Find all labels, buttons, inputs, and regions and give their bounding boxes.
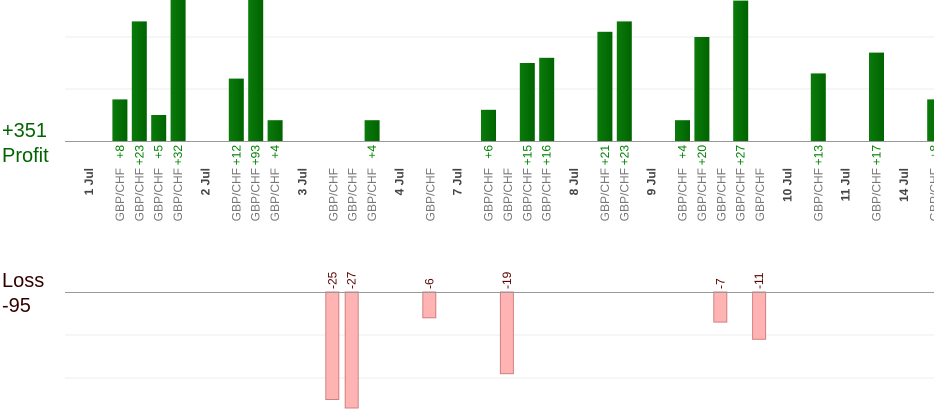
loss-bars — [325, 291, 767, 409]
profit-bar — [481, 109, 496, 141]
profit-value-label: +20 — [695, 145, 709, 166]
loss-value-label: -25 — [325, 271, 339, 289]
profit-value-label: +5 — [152, 145, 166, 159]
pair-label: GBP/CHF — [501, 168, 515, 221]
pair-label: GBP/CHF — [617, 168, 631, 221]
pair-label: GBP/CHF — [268, 168, 282, 221]
pair-label: GBP/CHF — [132, 168, 146, 221]
date-label: 9 Jul — [645, 168, 659, 195]
profit-value-label: +21 — [598, 145, 612, 166]
profit-bar — [170, 0, 186, 141]
pair-label: GBP/CHF — [676, 168, 690, 221]
loss-bar — [752, 291, 767, 340]
axes — [65, 141, 934, 293]
pair-label: GBP/CHF — [870, 168, 884, 221]
labels: 1 Jul GBP/CHF +8 GBP/CHF +23 GBP/CHF +5 GBP/CHF… — [82, 145, 934, 289]
profit-bar — [228, 78, 244, 141]
profit-bar — [539, 57, 555, 141]
date-label: 3 Jul — [295, 168, 309, 195]
pair-label: GBP/CHF — [229, 168, 243, 221]
pair-label: GBP/CHF — [346, 168, 360, 221]
gridlines — [65, 36, 934, 379]
pair-label: GBP/CHF — [928, 168, 934, 221]
profit-value-label: +8 — [928, 145, 934, 159]
profit-bar — [519, 63, 535, 141]
profit-value-label: +17 — [870, 145, 884, 166]
pair-label: GBP/CHF — [423, 168, 437, 221]
profit-value-label: +23 — [132, 145, 146, 166]
profit-bars — [112, 0, 934, 141]
profit-value-label: +93 — [249, 145, 263, 166]
profit-bar — [131, 21, 147, 141]
pair-label: GBP/CHF — [171, 168, 185, 221]
pair-label: GBP/CHF — [734, 168, 748, 221]
profit-value-label: +4 — [365, 145, 379, 159]
loss-bar — [422, 291, 437, 319]
loss-title: Loss — [2, 270, 45, 292]
date-label: 14 Jul — [897, 168, 911, 202]
profit-value-label: +4 — [676, 145, 690, 159]
pair-label: GBP/CHF — [695, 168, 709, 221]
date-label: 1 Jul — [82, 168, 96, 195]
date-label: 4 Jul — [392, 168, 406, 195]
pair-label: GBP/CHF — [326, 168, 340, 221]
profit-bar — [112, 99, 128, 141]
profit-value-label: +4 — [268, 145, 282, 159]
profit-bar — [248, 0, 264, 141]
profit-bar — [675, 120, 690, 141]
profit-bar — [927, 99, 934, 141]
pair-label: GBP/CHF — [249, 168, 263, 221]
profit-bar — [694, 37, 710, 141]
pair-label: GBP/CHF — [714, 168, 728, 221]
loss-value-label: -11 — [752, 272, 766, 289]
pair-label: GBP/CHF — [365, 168, 379, 221]
profit-value-label: +6 — [482, 145, 496, 159]
profit-value-label: +27 — [734, 145, 748, 166]
date-label: 2 Jul — [198, 168, 212, 195]
loss-total: -95 — [2, 295, 31, 317]
pair-label: GBP/CHF — [811, 168, 825, 221]
pair-label: GBP/CHF — [482, 168, 496, 221]
date-label: 10 Jul — [780, 168, 794, 202]
profit-value-label: +15 — [520, 145, 534, 166]
loss-bar — [344, 291, 359, 409]
profit-value-label: +16 — [540, 145, 554, 166]
loss-value-label: -27 — [345, 271, 359, 289]
profit-bar — [597, 31, 613, 141]
profit-bar — [733, 0, 749, 141]
profit-bar — [151, 115, 167, 141]
profit-bar — [364, 120, 380, 141]
loss-value-label: -7 — [713, 278, 727, 289]
profit-value-label: +23 — [617, 145, 631, 166]
profit-value-label: +8 — [113, 145, 127, 159]
pair-label: GBP/CHF — [152, 168, 166, 221]
loss-value-label: -6 — [422, 278, 436, 289]
loss-value-label: -19 — [500, 271, 514, 289]
profit-bar — [267, 120, 283, 141]
pair-label: GBP/CHF — [520, 168, 534, 221]
profit-bar — [869, 52, 884, 141]
profit-total: +351 — [2, 120, 48, 142]
pair-label: GBP/CHF — [598, 168, 612, 221]
profit-value-label: +32 — [171, 145, 185, 166]
profit-value-label: +13 — [811, 145, 825, 166]
profit-value-label: +12 — [229, 145, 243, 166]
loss-bar — [325, 291, 340, 400]
loss-bar — [499, 291, 514, 375]
pair-label: GBP/CHF — [540, 168, 554, 221]
profit-bar — [616, 21, 632, 141]
date-label: 11 Jul — [839, 168, 853, 201]
pair-label: GBP/CHF — [113, 168, 127, 221]
profit-title: Profit — [2, 145, 49, 167]
date-label: 7 Jul — [451, 168, 465, 195]
date-label: 8 Jul — [567, 168, 581, 195]
pair-label: GBP/CHF — [753, 168, 767, 221]
profit-bar — [810, 73, 826, 141]
loss-bar — [713, 291, 728, 323]
